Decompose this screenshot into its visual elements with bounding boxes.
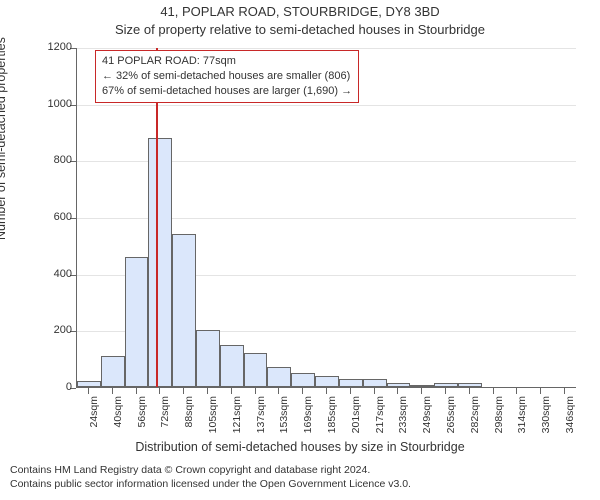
histogram-bar [148, 138, 172, 387]
x-tick-mark [231, 388, 232, 394]
histogram-bar [363, 379, 387, 388]
x-tick-mark [278, 388, 279, 394]
histogram-bar [267, 367, 291, 387]
x-tick-mark [183, 388, 184, 394]
x-tick-mark [255, 388, 256, 394]
histogram-bar [101, 356, 125, 387]
x-tick-mark [88, 388, 89, 394]
footer-line-1: Contains HM Land Registry data © Crown c… [10, 464, 411, 478]
x-tick-mark [326, 388, 327, 394]
info-line-3: 67% of semi-detached houses are larger (… [102, 84, 352, 99]
info-line-1: 41 POPLAR ROAD: 77sqm [102, 54, 352, 69]
info-box: 41 POPLAR ROAD: 77sqm ← 32% of semi-deta… [95, 50, 359, 103]
x-tick-mark [516, 388, 517, 394]
y-tick-label: 0 [32, 381, 72, 393]
y-tick-label: 200 [32, 324, 72, 336]
x-tick-mark [350, 388, 351, 394]
histogram-bar [387, 383, 411, 387]
x-tick-mark [302, 388, 303, 394]
x-tick-mark [207, 388, 208, 394]
footer: Contains HM Land Registry data © Crown c… [10, 464, 411, 491]
histogram-bar [125, 257, 149, 387]
info-line-2: ← 32% of semi-detached houses are smalle… [102, 69, 352, 84]
y-axis-label: Number of semi-detached properties [0, 37, 8, 240]
histogram-bar [315, 376, 339, 387]
x-axis-label: Distribution of semi-detached houses by … [0, 440, 600, 454]
x-tick-mark [136, 388, 137, 394]
x-tick-mark [469, 388, 470, 394]
chart-title-line1: 41, POPLAR ROAD, STOURBRIDGE, DY8 3BD [0, 4, 600, 19]
x-tick-mark [493, 388, 494, 394]
chart-container: 41, POPLAR ROAD, STOURBRIDGE, DY8 3BD Si… [0, 0, 600, 500]
y-tick-label: 1000 [32, 98, 72, 110]
gridline [77, 48, 576, 49]
histogram-bar [434, 383, 458, 387]
histogram-bar [291, 373, 315, 387]
histogram-bar [77, 381, 101, 387]
x-tick-mark [159, 388, 160, 394]
y-tick-label: 400 [32, 268, 72, 280]
x-tick-mark [397, 388, 398, 394]
x-tick-mark [112, 388, 113, 394]
x-tick-mark [445, 388, 446, 394]
x-tick-mark [421, 388, 422, 394]
x-tick-mark [374, 388, 375, 394]
histogram-bar [172, 234, 196, 387]
y-tick-label: 1200 [32, 41, 72, 53]
histogram-bar [196, 330, 220, 387]
histogram-bar [458, 383, 482, 387]
x-tick-mark [564, 388, 565, 394]
chart-title-line2: Size of property relative to semi-detach… [0, 22, 600, 37]
histogram-bar [410, 385, 434, 387]
histogram-bar [244, 353, 268, 387]
histogram-bar [339, 379, 363, 388]
x-tick-mark [540, 388, 541, 394]
histogram-bar [220, 345, 244, 388]
y-tick-label: 600 [32, 211, 72, 223]
y-tick-label: 800 [32, 154, 72, 166]
gridline [77, 105, 576, 106]
footer-line-2: Contains public sector information licen… [10, 478, 411, 492]
